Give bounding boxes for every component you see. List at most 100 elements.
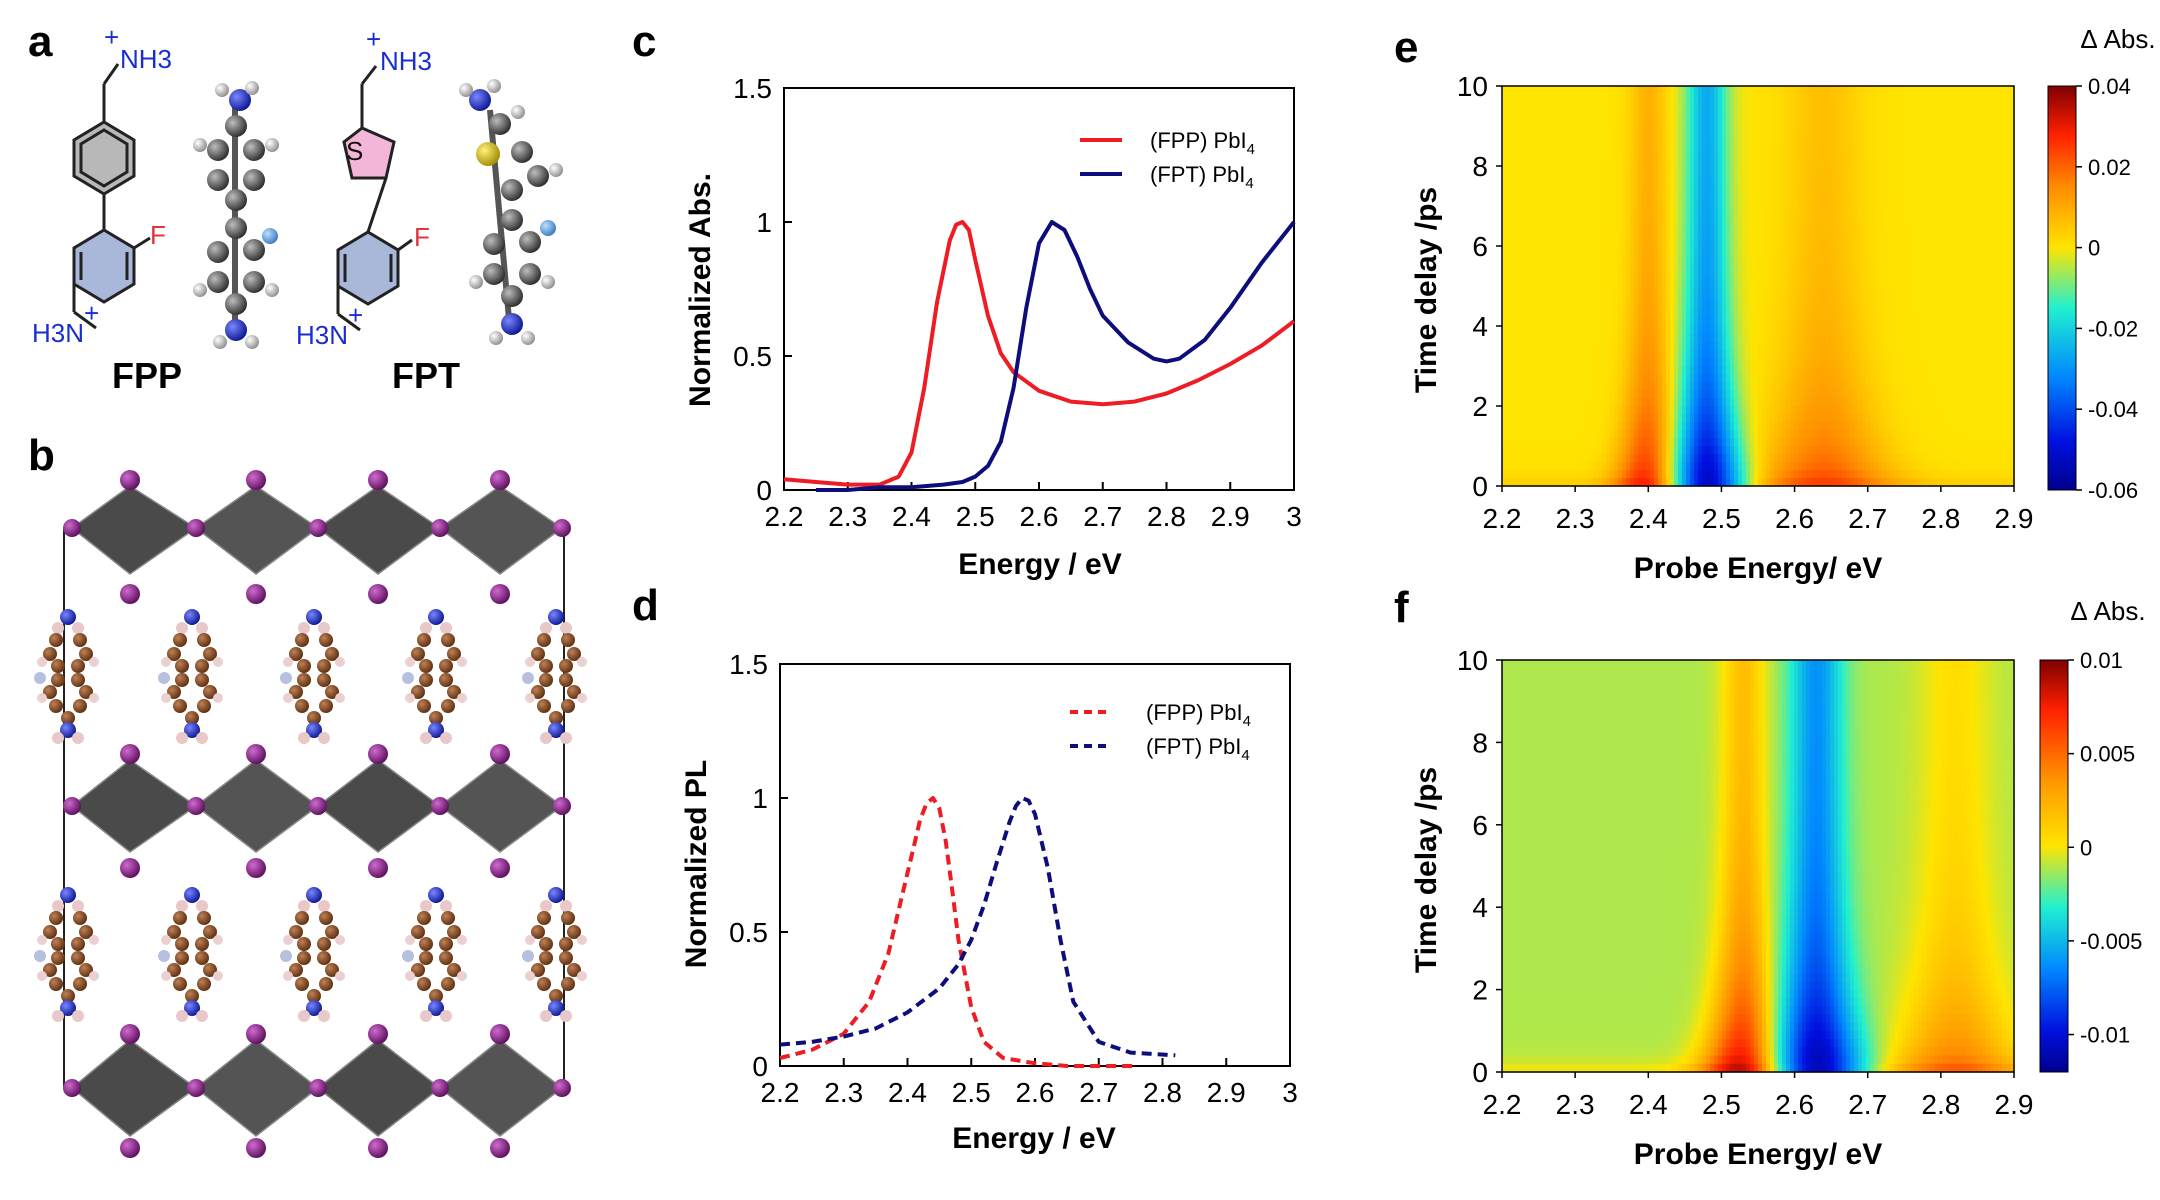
heatmap-cell — [1598, 358, 1603, 367]
heatmap-cell — [1630, 358, 1635, 367]
heatmap-cell — [1854, 246, 1859, 255]
heatmap-cell — [1610, 334, 1615, 343]
heatmap-cell — [1906, 358, 1911, 367]
heatmap-cell — [1534, 118, 1539, 127]
heatmap-cell — [1594, 206, 1599, 215]
heatmap-cell — [1818, 134, 1823, 143]
heatmap-cell — [1670, 206, 1675, 215]
plot-e-heatmap — [1502, 86, 2015, 487]
heatmap-cell — [1702, 206, 1707, 215]
heatmap-cell — [1798, 198, 1803, 207]
heatmap-cell — [1686, 94, 1691, 103]
heatmap-cell — [1590, 262, 1595, 271]
heatmap-cell — [1822, 358, 1827, 367]
heatmap-cell — [1614, 222, 1619, 231]
heatmap-cell — [1754, 342, 1759, 351]
heatmap-cell — [1582, 198, 1587, 207]
heatmap-cell — [1726, 270, 1731, 279]
heatmap-cell — [1898, 166, 1903, 175]
heatmap-cell — [1878, 318, 1883, 327]
heatmap-cell — [1570, 110, 1575, 119]
heatmap-cell — [1810, 206, 1815, 215]
heatmap-cell — [1762, 374, 1767, 383]
heatmap-cell — [1514, 94, 1519, 103]
heatmap-cell — [1910, 206, 1915, 215]
heatmap-cell — [1598, 326, 1603, 335]
heatmap-cell — [1514, 366, 1519, 375]
heatmap-cell — [1698, 374, 1703, 383]
heatmap-cell — [1986, 358, 1991, 367]
heatmap-cell — [1626, 102, 1631, 111]
heatmap-cell — [1630, 294, 1635, 303]
heatmap-cell — [1738, 190, 1743, 199]
heatmap-cell — [2010, 342, 2015, 351]
heatmap-cell — [1606, 86, 1611, 95]
heatmap-cell — [1982, 150, 1987, 159]
heatmap-cell — [1602, 150, 1607, 159]
heatmap-cell — [1558, 390, 1563, 399]
heatmap-cell — [1814, 150, 1819, 159]
heatmap-cell — [1838, 86, 1843, 95]
heatmap-cell — [2006, 334, 2011, 343]
heatmap-cell — [1962, 334, 1967, 343]
heatmap-cell — [1842, 254, 1847, 263]
heatmap-cell — [1766, 142, 1771, 151]
heatmap-cell — [1638, 366, 1643, 375]
heatmap-cell — [1682, 358, 1687, 367]
heatmap-cell — [2002, 350, 2007, 359]
heatmap-cell — [1814, 302, 1819, 311]
heatmap-cell — [1718, 374, 1723, 383]
heatmap-cell — [1770, 158, 1775, 167]
heatmap-cell — [1506, 286, 1511, 295]
heatmap-cell — [1590, 142, 1595, 151]
heatmap-cell — [1930, 326, 1935, 335]
heatmap-cell — [1626, 134, 1631, 143]
heatmap-cell — [1958, 310, 1963, 319]
heatmap-cell — [1962, 286, 1967, 295]
heatmap-cell — [1846, 222, 1851, 231]
heatmap-cell — [1514, 310, 1519, 319]
heatmap-cell — [1574, 190, 1579, 199]
heatmap-cell — [1566, 142, 1571, 151]
heatmap-cell — [1530, 294, 1535, 303]
heatmap-cell — [1974, 294, 1979, 303]
heatmap-cell — [1566, 302, 1571, 311]
heatmap-cell — [1966, 230, 1971, 239]
heatmap-cell — [1862, 166, 1867, 175]
heatmap-cell — [1998, 222, 2003, 231]
heatmap-cell — [1978, 246, 1983, 255]
heatmap-cell — [1706, 206, 1711, 215]
heatmap-cell — [1666, 214, 1671, 223]
heatmap-cell — [1974, 358, 1979, 367]
heatmap-cell — [1722, 126, 1727, 135]
heatmap-cell — [1806, 310, 1811, 319]
heatmap-cell — [1794, 254, 1799, 263]
heatmap-cell — [1838, 134, 1843, 143]
x-tick-label: 2.9 — [1207, 1077, 1246, 1108]
heatmap-cell — [1578, 278, 1583, 287]
heatmap-cell — [1674, 190, 1679, 199]
heatmap-cell — [1886, 262, 1891, 271]
heatmap-cell — [1990, 174, 1995, 183]
heatmap-cell — [1706, 102, 1711, 111]
heatmap-cell — [2010, 246, 2015, 255]
heatmap-cell — [1510, 366, 1515, 375]
heatmap-cell — [1798, 254, 1803, 263]
heatmap-cell — [1842, 318, 1847, 327]
heatmap-cell — [1590, 366, 1595, 375]
heatmap-cell — [1530, 350, 1535, 359]
heatmap-cell — [1750, 334, 1755, 343]
heatmap-cell — [1534, 126, 1539, 135]
heatmap-cell — [1786, 294, 1791, 303]
heatmap-cell — [1838, 182, 1843, 191]
heatmap-cell — [1678, 326, 1683, 335]
heatmap-cell — [1878, 350, 1883, 359]
heatmap-cell — [1558, 198, 1563, 207]
heatmap-cell — [1794, 134, 1799, 143]
heatmap-cell — [1930, 134, 1935, 143]
heatmap-cell — [1650, 350, 1655, 359]
heatmap-cell — [1818, 294, 1823, 303]
heatmap-cell — [1546, 382, 1551, 391]
heatmap-cell — [1870, 334, 1875, 343]
heatmap-cell — [2006, 350, 2011, 359]
